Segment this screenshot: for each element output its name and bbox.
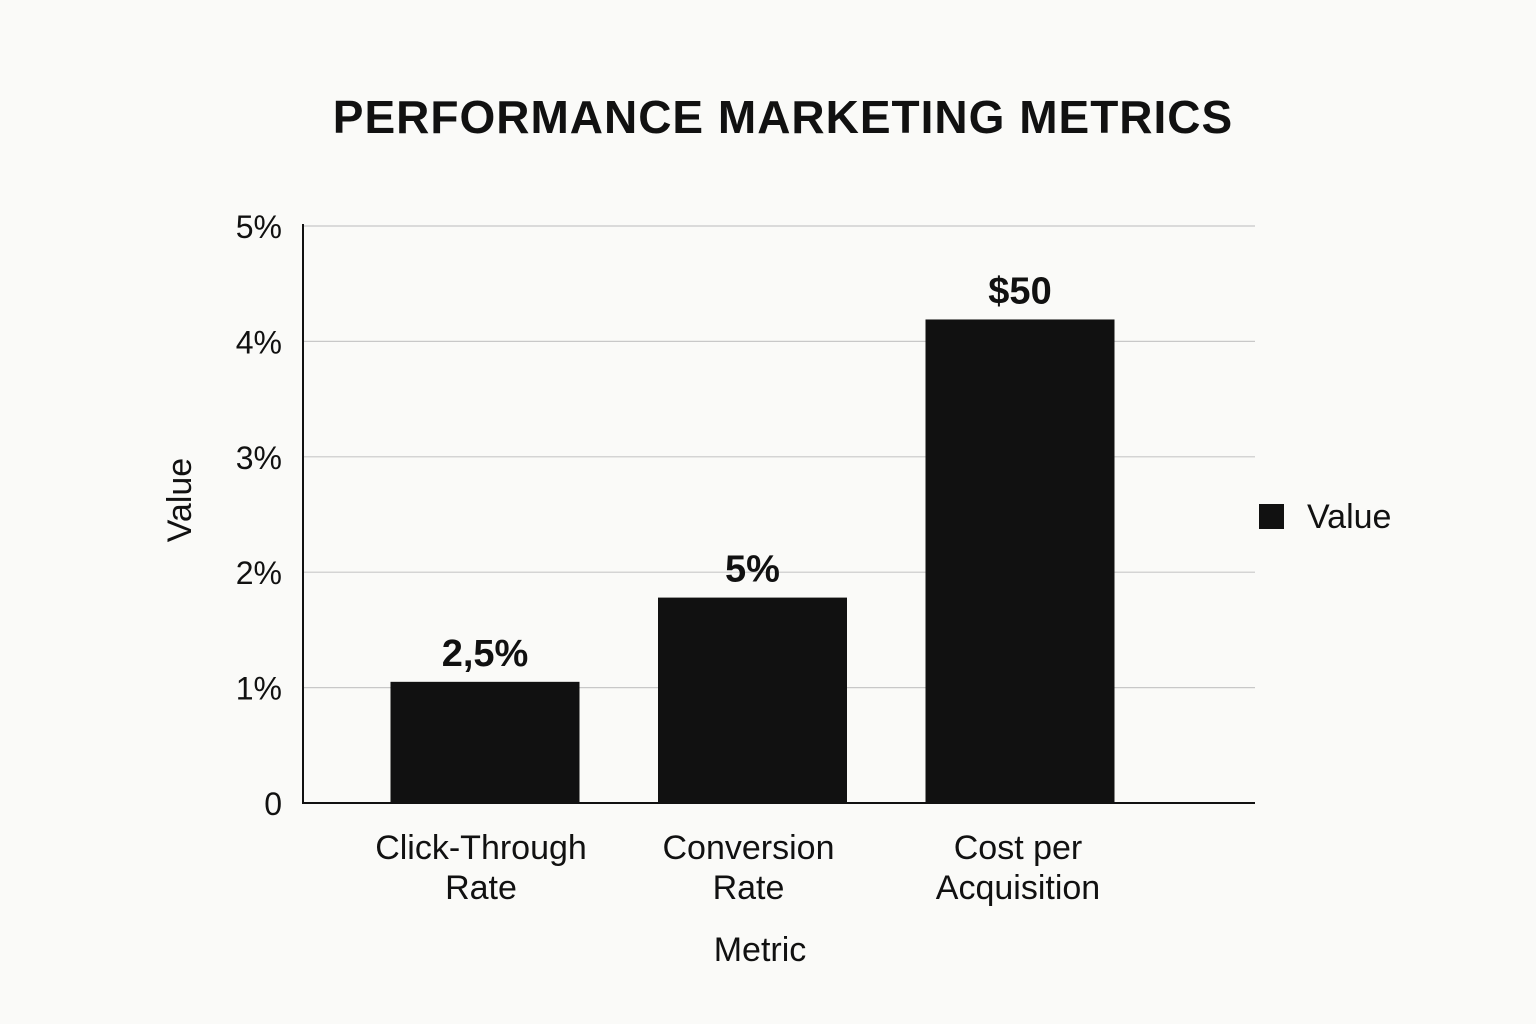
legend-label: Value bbox=[1307, 498, 1391, 536]
data-labels: 2,5% 5% $50 bbox=[442, 270, 1052, 674]
x-tick-label: Rate bbox=[445, 869, 517, 907]
x-axis-label: Metric bbox=[714, 931, 807, 969]
x-tick-label: Acquisition bbox=[936, 869, 1100, 907]
y-tick-label: 5% bbox=[236, 209, 282, 245]
bars bbox=[390, 319, 1115, 803]
x-tick-label: Conversion bbox=[663, 829, 835, 867]
bar bbox=[658, 597, 847, 803]
legend: Value bbox=[1259, 498, 1391, 536]
y-tick-label: 0 bbox=[264, 786, 282, 822]
data-label: 5% bbox=[725, 549, 780, 591]
y-axis-label: Value bbox=[161, 458, 199, 542]
data-label: 2,5% bbox=[442, 633, 529, 675]
bar bbox=[925, 319, 1115, 803]
y-tick-label: 4% bbox=[236, 324, 282, 360]
data-label: $50 bbox=[988, 270, 1051, 312]
chart-title: PERFORMANCE MARKETING METRICS bbox=[333, 91, 1233, 143]
bar bbox=[390, 681, 580, 803]
y-tick-label: 3% bbox=[236, 440, 282, 476]
y-tick-label: 2% bbox=[236, 555, 282, 591]
y-axis-ticks: 0 1% 2% 3% 4% 5% bbox=[236, 209, 282, 822]
y-tick-label: 1% bbox=[236, 671, 282, 707]
x-tick-label: Click-Through bbox=[375, 829, 587, 867]
legend-swatch bbox=[1259, 504, 1284, 529]
x-tick-label: Rate bbox=[713, 869, 785, 907]
x-tick-label: Cost per bbox=[954, 829, 1083, 867]
